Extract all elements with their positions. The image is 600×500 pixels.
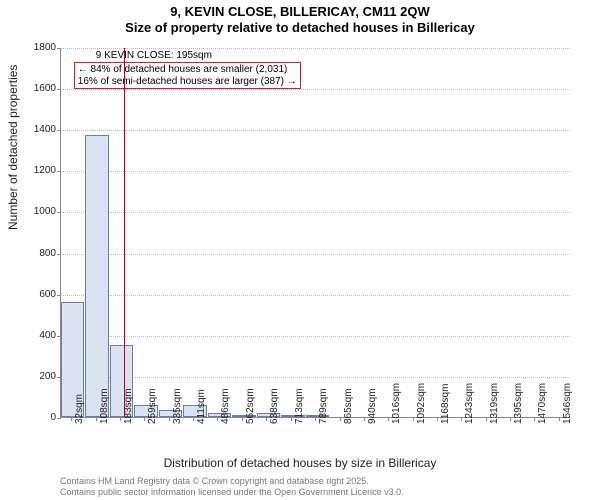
xtick-mark	[486, 417, 487, 421]
ytick-mark	[57, 48, 61, 49]
xtick-label: 713sqm	[294, 388, 305, 424]
gridline-y	[61, 89, 570, 90]
xtick-mark	[388, 417, 389, 421]
xtick-label: 638sqm	[269, 388, 280, 424]
ytick-label: 0	[21, 412, 56, 423]
xtick-label: 1319sqm	[489, 383, 500, 424]
xtick-mark	[413, 417, 414, 421]
xtick-mark	[340, 417, 341, 421]
marker-annotation-larger: 16% of semi-detached houses are larger (…	[78, 76, 297, 88]
xtick-label: 108sqm	[99, 388, 110, 424]
ytick-mark	[57, 130, 61, 131]
xtick-mark	[242, 417, 243, 421]
gridline-y	[61, 295, 570, 296]
xtick-label: 1243sqm	[464, 383, 475, 424]
xtick-label: 1168sqm	[440, 384, 451, 424]
xtick-label: 335sqm	[172, 388, 183, 424]
histogram-plot: 9 KEVIN CLOSE: 195sqm ← 84% of detached …	[60, 48, 570, 418]
xtick-mark	[315, 417, 316, 421]
xtick-mark	[169, 417, 170, 421]
xtick-label: 562sqm	[245, 388, 256, 424]
xtick-label: 32sqm	[74, 394, 85, 424]
ytick-label: 200	[21, 371, 56, 382]
gridline-y	[61, 171, 570, 172]
xtick-label: 259sqm	[147, 388, 158, 424]
footer-line1: Contains HM Land Registry data © Crown c…	[60, 476, 404, 487]
xtick-mark	[217, 417, 218, 421]
xtick-label: 1470sqm	[537, 383, 548, 424]
ytick-label: 1600	[21, 83, 56, 94]
attribution-footer: Contains HM Land Registry data © Crown c…	[60, 476, 404, 498]
ytick-mark	[57, 89, 61, 90]
ytick-label: 1400	[21, 124, 56, 135]
ytick-mark	[57, 418, 61, 419]
xtick-label: 1395sqm	[513, 383, 524, 424]
xtick-mark	[71, 417, 72, 421]
xtick-label: 1016sqm	[391, 383, 402, 424]
ytick-mark	[57, 212, 61, 213]
xtick-label: 789sqm	[318, 388, 329, 424]
xtick-label: 486sqm	[220, 388, 231, 424]
xtick-mark	[266, 417, 267, 421]
gridline-y	[61, 377, 570, 378]
xtick-mark	[437, 417, 438, 421]
ytick-mark	[57, 295, 61, 296]
xtick-mark	[559, 417, 560, 421]
chart-title-line1: 9, KEVIN CLOSE, BILLERICAY, CM11 2QW	[0, 4, 600, 20]
x-axis-label: Distribution of detached houses by size …	[0, 456, 600, 470]
marker-annotation-title: 9 KEVIN CLOSE: 195sqm	[96, 50, 212, 61]
xtick-mark	[461, 417, 462, 421]
ytick-mark	[57, 171, 61, 172]
gridline-y	[61, 254, 570, 255]
y-axis-label: Number of detached properties	[6, 65, 20, 230]
xtick-label: 1092sqm	[416, 383, 427, 424]
xtick-label: 865sqm	[343, 388, 354, 424]
gridline-y	[61, 130, 570, 131]
histogram-bar	[85, 135, 108, 417]
marker-annotation-box: ← 84% of detached houses are smaller (2,…	[74, 62, 301, 89]
xtick-mark	[193, 417, 194, 421]
chart-title-block: 9, KEVIN CLOSE, BILLERICAY, CM11 2QW Siz…	[0, 4, 600, 37]
ytick-label: 1200	[21, 165, 56, 176]
gridline-y	[61, 336, 570, 337]
xtick-label: 1546sqm	[562, 383, 573, 424]
ytick-label: 1000	[21, 206, 56, 217]
gridline-y	[61, 212, 570, 213]
xtick-label: 411sqm	[196, 389, 207, 424]
xtick-mark	[510, 417, 511, 421]
marker-annotation-smaller: ← 84% of detached houses are smaller (2,…	[78, 64, 297, 76]
xtick-mark	[120, 417, 121, 421]
ytick-label: 400	[21, 330, 56, 341]
footer-line2: Contains public sector information licen…	[60, 487, 404, 498]
ytick-label: 800	[21, 248, 56, 259]
xtick-mark	[291, 417, 292, 421]
property-marker-line	[124, 48, 125, 417]
xtick-mark	[364, 417, 365, 421]
xtick-label: 940sqm	[367, 388, 378, 424]
gridline-y	[61, 48, 570, 49]
ytick-label: 600	[21, 289, 56, 300]
xtick-mark	[144, 417, 145, 421]
xtick-mark	[534, 417, 535, 421]
chart-title-line2: Size of property relative to detached ho…	[0, 20, 600, 36]
xtick-mark	[96, 417, 97, 421]
ytick-mark	[57, 254, 61, 255]
ytick-label: 1800	[21, 42, 56, 53]
